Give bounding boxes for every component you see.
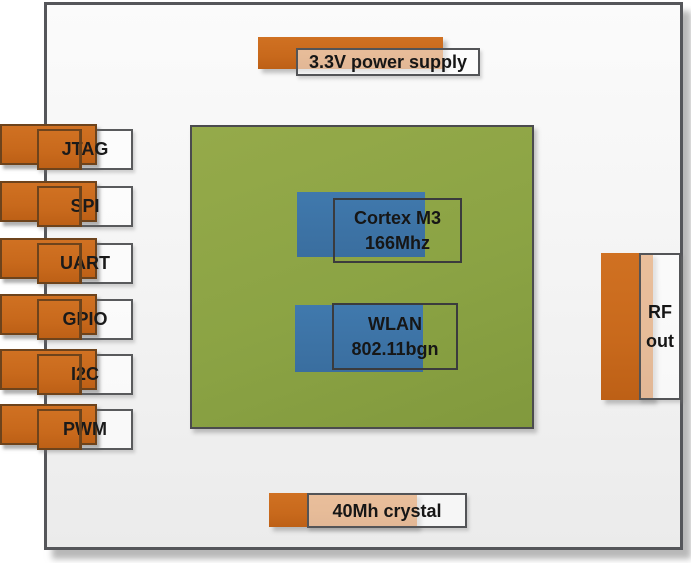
cpu-blue-rect [297,192,425,257]
port-jtag-pin-front [37,129,82,170]
cpu-name: Cortex M3 [353,207,442,228]
crystal-label-box: 40Mh crystal [307,493,467,528]
port-gpio-label: GPIO [62,309,108,329]
wlan-standard: 802.11bgn [351,338,439,359]
port-uart: UART [0,238,134,286]
port-spi-label: SPI [70,196,100,216]
wlan-blue-rect [295,305,423,372]
power-supply-label-box: 3.3V power supply [296,48,480,76]
port-jtag-divider [79,129,82,170]
crystal-label: 40Mh crystal [332,500,442,521]
port-gpio: GPIO [0,294,134,342]
power-supply-label: 3.3V power supply [308,52,468,72]
rf-out-label-box: RF out [639,253,681,400]
port-i2c-label: I2C [70,364,99,384]
port-gpio-pin-front [37,299,82,340]
port-gpio-divider [79,299,82,340]
wlan-name: WLAN [368,313,422,334]
port-pwm-divider [79,409,82,450]
port-uart-label: UART [60,253,110,273]
port-i2c: I2C [0,349,134,397]
port-jtag-label: JTAG [61,139,109,159]
port-jtag: JTAG [0,124,134,172]
port-i2c-divider [79,354,82,395]
port-pwm: PWM [0,404,134,452]
wlan-label-box: WLAN 802.11bgn [332,303,458,370]
port-pwm-label: PWM [63,419,107,439]
die-green-block [190,125,534,429]
cpu-label-box: Cortex M3 166Mhz [333,198,462,263]
rf-out-line2: out [646,330,674,351]
port-spi: SPI [0,181,134,229]
port-uart-divider [79,243,82,284]
port-spi-divider [79,186,82,227]
rf-out-line1: RF [648,301,672,322]
port-pwm-pin-front [37,409,82,450]
cpu-frequency: 166Mhz [364,232,431,253]
